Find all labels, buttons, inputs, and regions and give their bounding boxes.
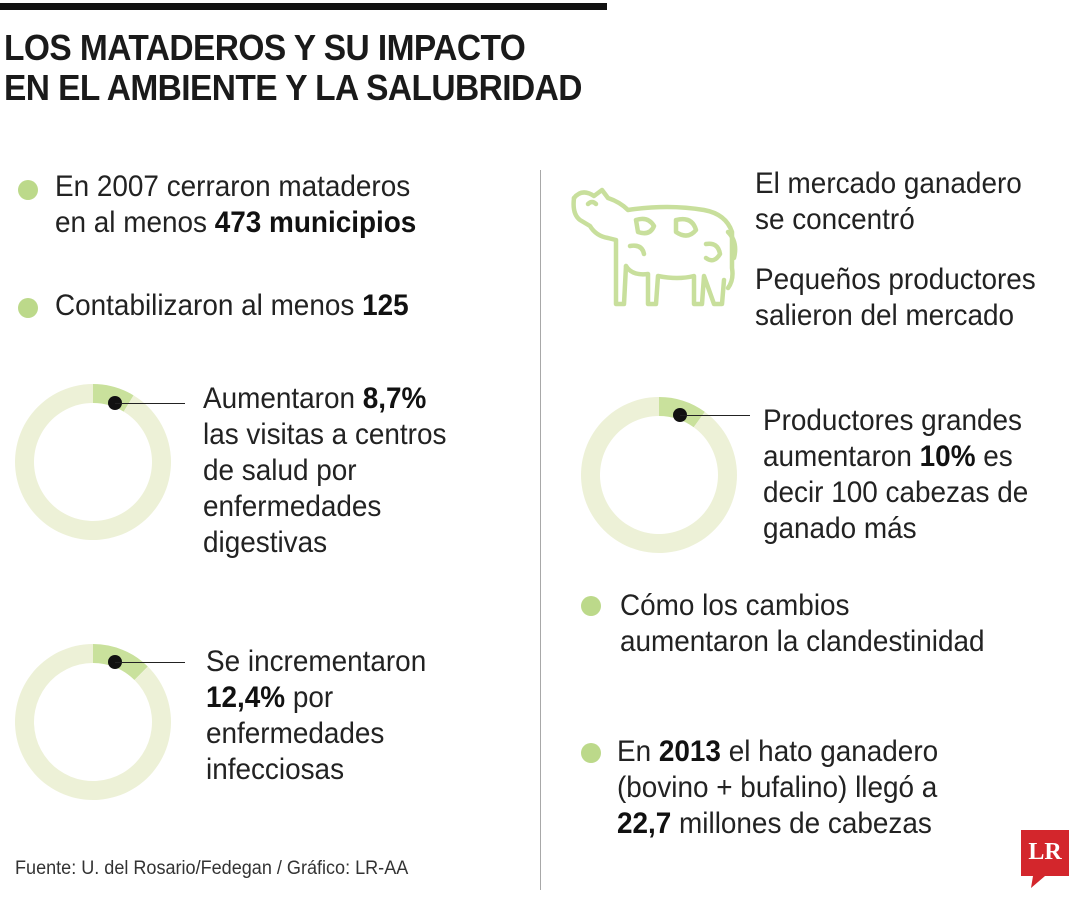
fact-2007-mid: cerraron mataderos [158, 170, 411, 203]
lr-logo-shape [1021, 830, 1069, 888]
fact-2007-year: 2007 [96, 170, 159, 203]
stat-infectious-value: 12,4% [206, 681, 286, 714]
fact-clandestinity-line2: aumentaron la clandestinidad [620, 625, 985, 658]
fact-2007-pre: En [55, 170, 97, 203]
market-concentrated: El mercado ganadero se concentró [755, 166, 1022, 238]
title-line-1: LOS MATADEROS Y SU IMPACTO [4, 27, 526, 68]
donut-chart-infectious [15, 644, 171, 800]
stat-digestive-pre: Aumentaron [203, 382, 363, 415]
small-producers: Pequeños productores salieron del mercad… [755, 262, 1036, 334]
stat-producers-pre: aumentaron [763, 440, 920, 473]
fact-2013-mid: el hato ganadero [720, 735, 939, 768]
donut-slice-rest [581, 397, 737, 553]
fact-2007: En 2007 cerraron mataderos en al menos 4… [55, 169, 416, 241]
source-credit: Fuente: U. del Rosario/Fedegan / Gráfico… [15, 858, 409, 879]
lr-logo-text: LR [1028, 839, 1062, 865]
bullet-icon [581, 596, 601, 616]
stat-infectious-text: Se incrementaron 12,4% por enfermedades … [206, 644, 426, 788]
small-producers-line2: salieron del mercado [755, 299, 1014, 332]
stat-infectious-post: por [285, 681, 334, 714]
fact-contabilizaron: Contabilizaron al menos 125 [55, 288, 409, 324]
bullet-icon [581, 743, 601, 763]
stat-infectious-line3: enfermedades [206, 717, 385, 750]
column-divider [540, 170, 541, 890]
bullet-icon [18, 298, 38, 318]
stat-digestive-line5: digestivas [203, 526, 328, 559]
fact-2013-pre: En [617, 735, 659, 768]
stat-producers-text: Productores grandes aumentaron 10% es de… [763, 403, 1028, 547]
fact-2013-post: millones de cabezas [671, 807, 932, 840]
stat-infectious-line1: Se incrementaron [206, 645, 427, 678]
top-rule [0, 3, 607, 10]
stat-digestive-line3: de salud por [203, 454, 357, 487]
leader-line [680, 415, 750, 416]
stat-producers-post: es [975, 440, 1013, 473]
donut-infectious-marks [15, 644, 171, 800]
small-producers-line1: Pequeños productores [755, 263, 1036, 296]
cow-icon [571, 187, 738, 307]
stat-digestive-line2: las visitas a centros [203, 418, 447, 451]
leader-line [115, 403, 185, 404]
title-line-2: EN EL AMBIENTE Y LA SALUBRIDAD [4, 67, 582, 108]
donut-chart-producers [581, 397, 737, 553]
fact-2013: En 2013 el hato ganadero (bovino + bufal… [617, 734, 938, 842]
fact-2013-value: 22,7 [617, 807, 672, 840]
stat-digestive-line4: enfermedades [203, 490, 382, 523]
bullet-icon [18, 180, 38, 200]
fact-contabilizaron-count: 125 [362, 289, 409, 322]
lr-logo: LR [1021, 830, 1069, 888]
fact-2013-line2: (bovino + bufalino) llegó a [617, 771, 938, 804]
page-title: LOS MATADEROS Y SU IMPACTO EN EL AMBIENT… [4, 28, 582, 108]
donut-slice-rest [14, 384, 172, 540]
fact-clandestinity: Cómo los cambios aumentaron la clandesti… [620, 588, 985, 660]
stat-producers-line4: ganado más [763, 512, 917, 545]
stat-digestive-value: 8,7% [362, 382, 427, 415]
donut-producers-marks [581, 397, 737, 553]
stat-producers-line3: decir 100 cabezas de [763, 476, 1029, 509]
stat-infectious-line4: infecciosas [206, 753, 345, 786]
stat-producers-line1: Productores grandes [763, 404, 1023, 437]
donut-digestive-marks [14, 384, 172, 540]
fact-2013-year: 2013 [658, 735, 721, 768]
donut-slice-rest [15, 644, 171, 800]
fact-contabilizaron-pre: Contabilizaron al menos [55, 289, 363, 322]
market-concentrated-line1: El mercado ganadero [755, 167, 1022, 200]
donut-chart-digestive [14, 384, 172, 540]
market-concentrated-line2: se concentró [755, 203, 915, 236]
stat-producers-value: 10% [919, 440, 976, 473]
fact-2007-count: 473 municipios [214, 206, 417, 239]
leader-line [115, 662, 185, 663]
stat-digestive-text: Aumentaron 8,7% las visitas a centros de… [203, 381, 446, 561]
fact-2007-line2: en al menos [55, 206, 215, 239]
fact-clandestinity-line1: Cómo los cambios [620, 589, 850, 622]
